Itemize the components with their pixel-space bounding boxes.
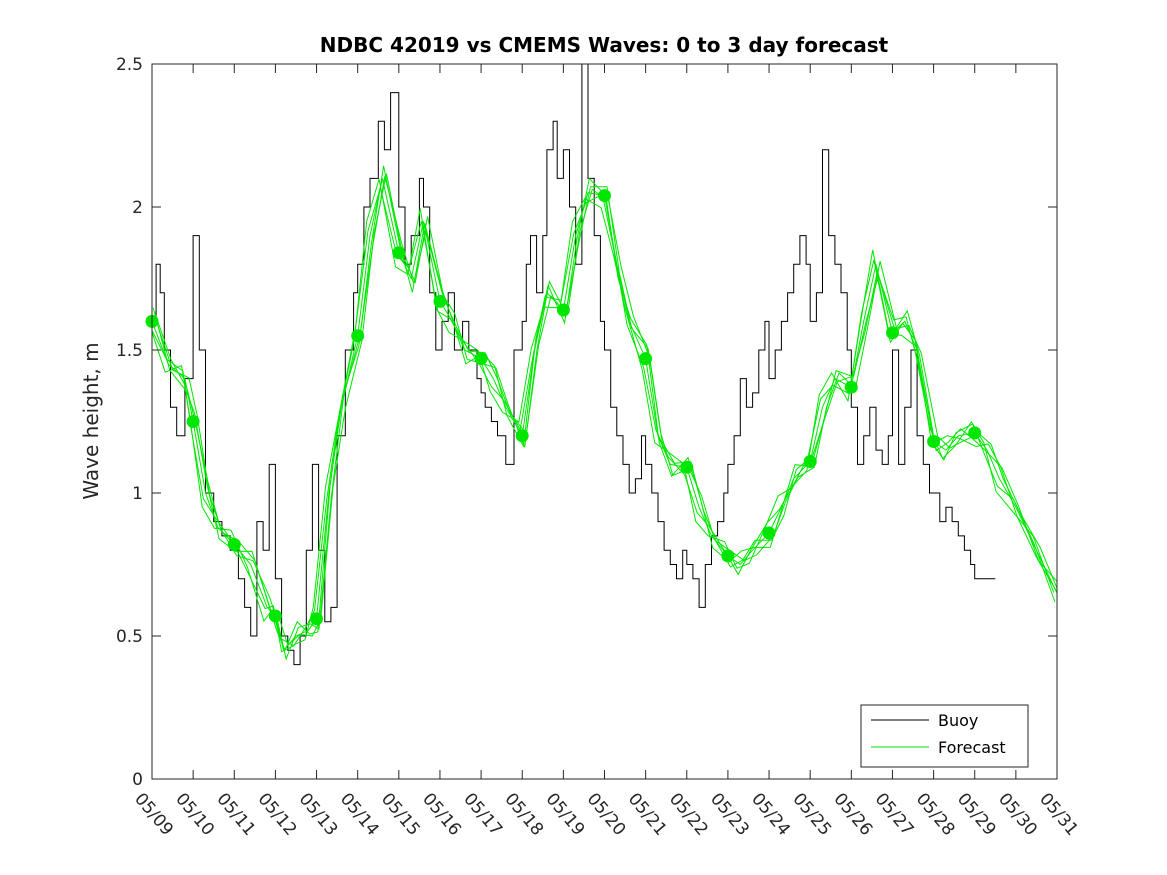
y-axis-label: Wave height, m (79, 342, 103, 499)
y-tick-label: 2.5 (116, 55, 143, 75)
chart-title: NDBC 42019 vs CMEMS Waves: 0 to 3 day fo… (320, 33, 889, 57)
forecast-marker (556, 303, 570, 317)
y-tick-label: 0 (132, 770, 143, 790)
forecast-marker (968, 426, 982, 440)
forecast-marker (515, 429, 529, 443)
legend-box (860, 704, 1029, 768)
forecast-marker (392, 246, 406, 260)
plot-area (145, 63, 1058, 666)
forecast-marker (844, 380, 858, 394)
legend-forecast-label: Forecast (938, 738, 1006, 757)
y-tick-label: 1.5 (116, 341, 143, 361)
forecast-marker (886, 326, 899, 340)
forecast-series-line-2 (151, 185, 1056, 653)
forecast-marker (639, 352, 653, 366)
legend-buoy-label: Buoy (938, 711, 978, 730)
forecast-marker (433, 294, 447, 308)
forecast-marker (803, 455, 817, 468)
forecast-marker (762, 526, 776, 540)
forecast-marker (227, 538, 241, 551)
y-tick-label: 2 (132, 198, 143, 218)
buoy-series-line (152, 63, 996, 666)
forecast-series-line-5 (152, 165, 1058, 652)
forecast-marker (310, 612, 323, 626)
forecast-marker (186, 415, 200, 428)
forecast-marker (351, 329, 365, 343)
forecast-marker (474, 352, 488, 366)
forecast-marker (721, 549, 735, 563)
y-tick-label: 1 (132, 484, 143, 504)
legend: Buoy Forecast (860, 704, 1029, 768)
forecast-marker (268, 609, 282, 623)
forecast-marker (927, 435, 941, 448)
forecast-marker (680, 460, 694, 474)
forecast-marker (598, 189, 611, 203)
y-tick-label: 0.5 (116, 627, 143, 647)
